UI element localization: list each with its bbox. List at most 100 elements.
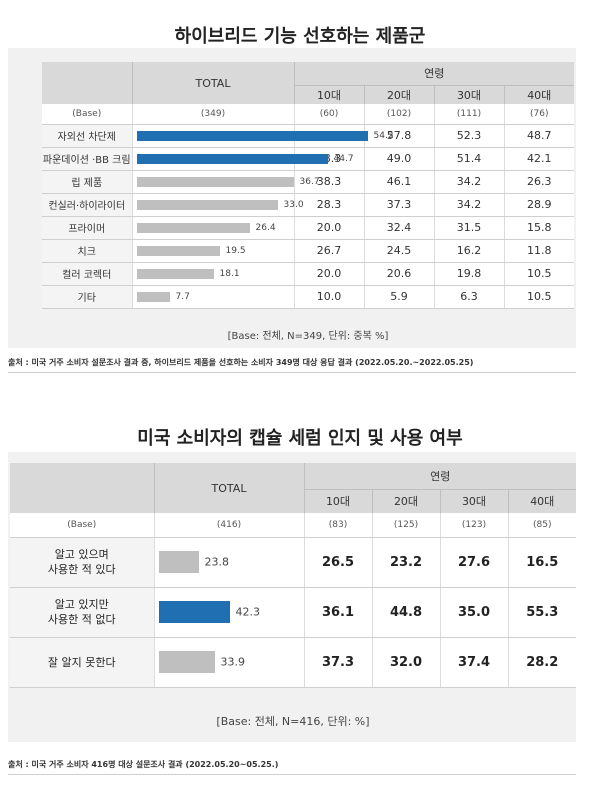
age-header-1: 20대 <box>372 489 441 513</box>
total-bar-value: 44.7 <box>333 153 354 164</box>
age-value-0: 38.3 <box>294 170 365 194</box>
chart2-title: 미국 소비자의 캡슐 세럼 인지 및 사용 여부 <box>137 428 463 449</box>
table-row: 컨실러·하이라이터 33.0 28.3 37.3 34.2 28.9 <box>42 193 574 217</box>
age-value-3: 15.8 <box>504 216 574 240</box>
base-value-0: (349) <box>132 104 295 125</box>
row-label: 컨실러·하이라이터 <box>42 193 133 217</box>
age-value-0: 37.3 <box>304 637 373 688</box>
total-bar-cell: 23.8 <box>154 537 305 588</box>
row-label-line: 파운데이션 ·BB 크림 <box>42 155 131 166</box>
age-value-1: 5.9 <box>364 285 435 309</box>
total-bar <box>136 268 214 279</box>
total-bar-value: 7.7 <box>175 291 190 302</box>
age-value-1: 32.0 <box>372 637 441 688</box>
row-label: 잘 알지 못한다 <box>10 637 155 688</box>
total-bar-value: 18.1 <box>219 268 240 279</box>
age-value-2: 6.3 <box>434 285 505 309</box>
age-value-1: 44.8 <box>372 587 441 638</box>
chart2-divider <box>8 774 576 775</box>
row-label: 컬러 코렉터 <box>42 262 133 286</box>
row-label: 치크 <box>42 239 133 263</box>
base-value-3: (123) <box>440 513 509 538</box>
row-label-line: 알고 있으며 <box>54 548 109 561</box>
row-label-line: 컬러 코렉터 <box>62 270 112 281</box>
age-value-3: 28.9 <box>504 193 574 217</box>
age-value-1: 46.1 <box>364 170 435 194</box>
total-bar-cell: 44.7 <box>132 147 354 171</box>
total-bar-cell: 19.5 <box>132 239 295 263</box>
row-label: 프라이머 <box>42 216 133 240</box>
age-value-3: 26.3 <box>504 170 574 194</box>
age-value-1: 57.8 <box>364 124 435 148</box>
total-bar-value: 42.3 <box>235 605 261 619</box>
base-value-4: (85) <box>508 513 576 538</box>
total-bar <box>136 291 170 302</box>
total-bar <box>136 245 220 256</box>
row-label: 파운데이션 ·BB 크림 <box>42 147 133 171</box>
age-value-1: 32.4 <box>364 216 435 240</box>
total-bar-value: 36.7 <box>299 176 320 187</box>
age-value-3: 16.5 <box>508 537 576 588</box>
table-row: 치크 19.5 26.7 24.5 16.2 11.8 <box>42 239 574 263</box>
age-value-1: 23.2 <box>372 537 441 588</box>
row-label-line: 자외선 차단제 <box>57 132 116 143</box>
age-header-0: 10대 <box>304 489 373 513</box>
row-label-line: 프라이머 <box>68 224 106 235</box>
total-bar-cell: 36.7 <box>132 170 320 194</box>
age-value-2: 51.4 <box>434 147 505 171</box>
table-row: 잘 알지 못한다 33.9 37.3 32.0 37.4 28.2 <box>10 637 576 688</box>
age-value-0: 28.3 <box>294 147 365 171</box>
table-row: 컬러 코렉터 18.1 20.0 20.6 19.8 10.5 <box>42 262 574 286</box>
chart1-base-note: [Base: 전체, N=349, 단위: 중복 %] <box>227 331 389 342</box>
age-value-1: 20.6 <box>364 262 435 286</box>
base-value-4: (76) <box>504 104 574 125</box>
chart2-label-header <box>10 463 155 513</box>
chart1-total-header: TOTAL <box>132 62 295 104</box>
row-label-line: 립 제품 <box>71 178 103 189</box>
age-value-2: 16.2 <box>434 239 505 263</box>
row-label-line: 컨실러·하이라이터 <box>48 201 126 212</box>
age-value-3: 11.8 <box>504 239 574 263</box>
table-row: 파운데이션 ·BB 크림 44.7 28.3 49.0 51.4 42.1 <box>42 147 574 171</box>
chart1-table: TOTAL 연령 10대 20대 30대 40대 (Base) (349) (60) (10… <box>42 62 574 309</box>
chart2-source: 출처 : 미국 거주 소비자 416명 대상 설문조사 결과 (2022.05.… <box>8 760 279 769</box>
age-value-0: 10.0 <box>294 285 365 309</box>
chart2-age-group-header: 연령 <box>304 463 576 490</box>
total-bar <box>158 601 230 623</box>
age-value-2: 34.2 <box>434 170 505 194</box>
age-header-3: 40대 <box>504 85 574 104</box>
total-bar <box>158 651 215 673</box>
total-bar-value: 26.4 <box>255 222 276 233</box>
age-value-2: 31.5 <box>434 216 505 240</box>
age-value-0: 36.1 <box>304 587 373 638</box>
age-value-1: 37.3 <box>364 193 435 217</box>
age-value-1: 24.5 <box>364 239 435 263</box>
age-value-1: 49.0 <box>364 147 435 171</box>
age-value-3: 42.1 <box>504 147 574 171</box>
age-value-3: 10.5 <box>504 262 574 286</box>
total-bar-cell: 7.7 <box>132 285 295 309</box>
age-value-2: 37.4 <box>440 637 509 688</box>
age-value-2: 52.3 <box>434 124 505 148</box>
total-bar <box>136 199 278 210</box>
chart1-age-group-header: 연령 <box>294 62 574 86</box>
age-value-0: 26.5 <box>304 537 373 588</box>
row-label: 기타 <box>42 285 133 309</box>
total-bar-value: 33.9 <box>220 655 246 669</box>
total-bar <box>136 222 250 233</box>
age-header-2: 30대 <box>434 85 505 104</box>
age-value-0: 26.7 <box>294 239 365 263</box>
age-value-3: 48.7 <box>504 124 574 148</box>
base-value-2: (125) <box>372 513 441 538</box>
total-bar-cell: 26.4 <box>132 216 295 240</box>
age-header-0: 10대 <box>294 85 365 104</box>
row-label-line: 사용한 적 있다 <box>47 563 116 576</box>
age-header-1: 20대 <box>364 85 435 104</box>
table-row: 알고 있지만 사용한 적 없다 42.3 36.1 44.8 35.0 55.3 <box>10 587 576 638</box>
row-label-line: 알고 있지만 <box>54 598 109 611</box>
age-value-2: 27.6 <box>440 537 509 588</box>
chart2-total-header: TOTAL <box>154 463 305 513</box>
row-label-line: 치크 <box>77 247 96 258</box>
table-row: 기타 7.7 10.0 5.9 6.3 10.5 <box>42 285 574 309</box>
